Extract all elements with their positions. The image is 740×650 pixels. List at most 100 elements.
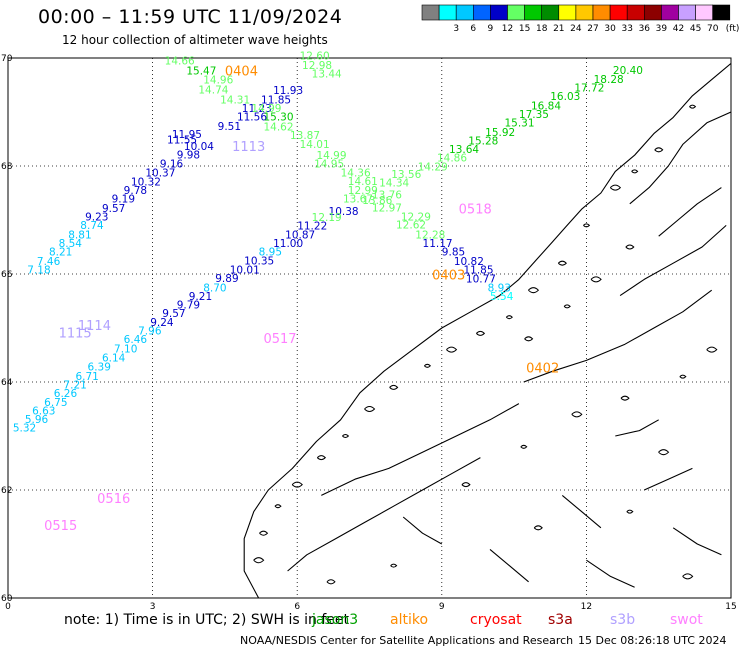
legend-label: 6 [470,24,476,34]
island-outline [626,509,634,514]
island-outline [682,573,694,580]
island-outline [389,384,399,390]
wave-height-point: 14.74 [198,85,228,97]
wave-height-point: 18.28 [594,74,624,86]
coastline-segment [561,494,602,529]
wave-height-point: 11.93 [273,85,303,97]
wave-height-point: 12.19 [312,212,342,224]
wave-height-point: 15.47 [186,66,216,78]
page-title: 00:00 – 11:59 UTC 11/09/2024 [38,6,343,28]
wave-height-point: 9.57 [162,308,185,320]
wave-height-point: 13.76 [372,189,402,201]
legend-label: 24 [570,24,582,34]
satellite-altiko: altiko [390,612,429,628]
island-outline [706,346,718,353]
island-outline [583,223,591,228]
island-outline [423,363,432,368]
color-legend: 3 6 9 12 15 18 21 24 27 30 33 36 39 42 45 70 (ft) [0,0,740,60]
wave-height-point: 14.34 [379,178,409,190]
wave-height-point: 9.98 [177,149,200,161]
wave-height-point: 10.77 [466,274,496,286]
wave-height-point: 9.16 [160,159,184,171]
legend-label: 70 [707,24,719,34]
wave-height-point: 5.96 [25,414,49,426]
legend-label: 15 [519,24,530,34]
wave-height-point: 5.54 [490,291,514,303]
wave-height-point: 7.96 [138,325,162,337]
wave-height-point: 10.37 [145,167,175,179]
legend-swatch [712,4,731,21]
y-tick-label: 68 [1,162,13,172]
wave-height-point: 8.54 [59,238,83,250]
wave-height-point: 9.57 [102,203,125,215]
wave-height-point: 11.23 [242,103,272,115]
satellite-legend: jason3 altiko cryosat s3a s3b swot [0,612,740,632]
island-outline [253,557,265,564]
island-outline [316,455,327,461]
legend-label: 3 [453,24,459,34]
island-outline [631,169,639,174]
wave-height-point: 12.98 [302,60,332,72]
coastline-segment [287,457,481,572]
wave-height-point: 13.67 [343,194,373,206]
wave-height-point: 11.85 [463,264,493,276]
y-tick-label: 70 [1,54,13,64]
x-tick-label: 0 [5,602,11,612]
wave-height-point: 14.36 [341,167,371,179]
coastline-segment [658,187,722,237]
wave-height-point: 13.86 [362,195,392,207]
wave-height-point: 11.22 [297,221,327,233]
legend-label: 12 [502,24,513,34]
wave-height-point: 14.01 [300,139,330,151]
x-tick-label: 3 [150,602,156,612]
wave-height-point: 14.99 [316,150,346,162]
pass-label: 1114 [78,319,111,334]
wave-height-point: 8.21 [49,247,72,259]
x-tick-label: 9 [439,602,445,612]
pass-label: 0516 [97,492,130,507]
coastline-segment [672,527,722,556]
wave-height-point: 9.51 [218,121,241,133]
wave-height-point: 5.32 [13,423,36,435]
wave-height-point: 6.63 [32,405,55,417]
wave-height-point: 7.46 [37,256,61,268]
wave-height-point: 15.28 [468,135,498,147]
satellite-cryosat: cryosat [470,612,522,628]
footer-note: note: 1) Time is in UTC; 2) SWH is in fe… [64,612,350,628]
coastline-segment [615,419,659,437]
wave-height-point: 16.03 [550,91,580,103]
wave-height-point: 14.31 [220,94,250,106]
wave-height-point: 6.75 [44,397,67,409]
island-outline [259,530,269,536]
island-outline [505,315,513,320]
legend-label: 18 [536,24,548,34]
coastline-segment [489,548,529,583]
y-tick-label: 64 [1,378,13,388]
wave-height-point: 7.18 [27,264,50,276]
island-outline [609,184,622,191]
x-tick-label: 12 [581,602,592,612]
wave-height-point: 8.74 [80,220,104,232]
wave-height-point: 13.56 [391,169,421,181]
wave-height-point: 14.29 [418,161,448,173]
wave-height-point: 14.62 [263,121,293,133]
wave-height-point: 8.93 [488,282,511,294]
island-outline [654,147,664,153]
wave-height-point: 11.56 [237,112,267,124]
legend-label: 45 [690,24,701,34]
page-subtitle: 12 hour collection of altimeter wave hei… [62,33,328,47]
wave-height-point: 12.62 [396,220,426,232]
pass-label: 0518 [459,203,492,218]
wave-height-point: 11.55 [167,134,197,146]
footer-timestamp: 15 Dec 08:26:18 UTC 2024 [578,634,727,647]
island-outline [557,260,568,266]
island-outline [520,444,528,449]
wave-height-point: 15.31 [504,118,534,130]
island-outline [476,330,486,336]
pass-label: 0404 [225,64,258,79]
wave-height-point: 9.79 [177,300,200,312]
wave-height-point: 14.99 [251,103,281,115]
island-outline [364,406,376,412]
